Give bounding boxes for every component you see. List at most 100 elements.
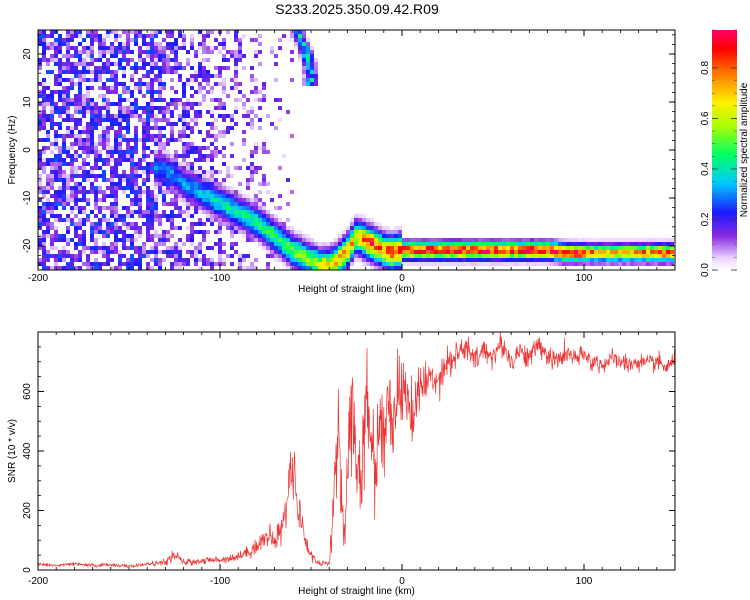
heatmap-cell <box>38 242 42 246</box>
heatmap-cell <box>54 138 58 142</box>
heatmap-cell <box>170 70 174 74</box>
heatmap-cell <box>210 98 214 102</box>
heatmap-cell <box>414 254 418 258</box>
heatmap-cell <box>278 246 282 250</box>
heatmap-cell <box>258 202 262 206</box>
heatmap-cell <box>198 250 202 254</box>
heatmap-cell <box>62 78 66 82</box>
heatmap-cell <box>230 198 234 202</box>
heatmap-cell <box>86 50 90 54</box>
heatmap-cell <box>90 62 94 66</box>
heatmap-cell <box>142 66 146 70</box>
heatmap-cell <box>58 174 62 178</box>
heatmap-cell <box>318 246 322 250</box>
heatmap-cell <box>146 74 150 78</box>
heatmap-cell <box>94 198 98 202</box>
heatmap-cell <box>66 90 70 94</box>
heatmap-cell <box>406 262 410 266</box>
heatmap-cell <box>110 158 114 162</box>
heatmap-cell <box>174 254 178 258</box>
heatmap-cell <box>170 154 174 158</box>
heatmap-cell <box>106 98 110 102</box>
heatmap-cell <box>250 110 254 114</box>
heatmap-cell <box>58 114 62 118</box>
heatmap-cell <box>214 38 218 42</box>
heatmap-cell <box>102 158 106 162</box>
heatmap-cell <box>66 250 70 254</box>
heatmap-cell <box>246 110 250 114</box>
heatmap-cell <box>38 34 42 38</box>
heatmap-cell <box>178 254 182 258</box>
heatmap-cell <box>146 122 150 126</box>
heatmap-cell <box>138 162 142 166</box>
heatmap-cell <box>154 154 158 158</box>
heatmap-cell <box>238 206 242 210</box>
heatmap-cell <box>230 174 234 178</box>
heatmap-cell <box>654 262 658 266</box>
heatmap-cell <box>106 178 110 182</box>
heatmap-cell <box>110 242 114 246</box>
heatmap-cell <box>146 46 150 50</box>
heatmap-cell <box>618 254 622 258</box>
heatmap-cell <box>230 226 234 230</box>
heatmap-cell <box>246 198 250 202</box>
heatmap-cell <box>234 58 238 62</box>
heatmap-cell <box>242 94 246 98</box>
heatmap-cell <box>362 262 366 266</box>
heatmap-cell <box>278 222 282 226</box>
heatmap-cell <box>110 174 114 178</box>
heatmap-cell <box>174 66 178 70</box>
heatmap-cell <box>54 170 58 174</box>
heatmap-cell <box>54 234 58 238</box>
heatmap-cell <box>494 238 498 242</box>
heatmap-cell <box>486 258 490 262</box>
heatmap-cell <box>426 246 430 250</box>
heatmap-cell <box>234 54 238 58</box>
heatmap-cell <box>234 86 238 90</box>
heatmap-cell <box>206 230 210 234</box>
heatmap-cell <box>470 242 474 246</box>
heatmap-cell <box>606 254 610 258</box>
heatmap-cell <box>38 154 42 158</box>
heatmap-cell <box>138 86 142 90</box>
heatmap-cell <box>94 162 98 166</box>
heatmap-cell <box>174 174 178 178</box>
heatmap-cell <box>118 154 122 158</box>
heatmap-cell <box>222 134 226 138</box>
heatmap-cell <box>394 246 398 250</box>
heatmap-cell <box>634 262 638 266</box>
heatmap-cell <box>66 242 70 246</box>
heatmap-cell <box>166 62 170 66</box>
heatmap-cell <box>102 126 106 130</box>
heatmap-cell <box>190 102 194 106</box>
heatmap-cell <box>70 194 74 198</box>
heatmap-cell <box>66 118 70 122</box>
heatmap-cell <box>174 250 178 254</box>
chart-title: S233.2025.350.09.42.R09 <box>275 1 439 17</box>
heatmap-cell <box>322 262 326 266</box>
heatmap-cell <box>186 250 190 254</box>
heatmap-cell <box>238 230 242 234</box>
heatmap-cell <box>314 266 318 270</box>
heatmap-cell <box>222 214 226 218</box>
heatmap-cell <box>110 78 114 82</box>
heatmap-cell <box>166 162 170 166</box>
heatmap-cell <box>294 230 298 234</box>
heatmap-cell <box>110 30 114 34</box>
heatmap-cell <box>162 54 166 58</box>
heatmap-cell <box>170 134 174 138</box>
heatmap-cell <box>214 134 218 138</box>
heatmap-cell <box>322 266 326 270</box>
heatmap-cell <box>166 178 170 182</box>
heatmap-cell <box>186 114 190 118</box>
heatmap-cell <box>622 262 626 266</box>
heatmap-cell <box>582 242 586 246</box>
heatmap-cell <box>286 234 290 238</box>
heatmap-cell <box>230 86 234 90</box>
heatmap-cell <box>314 258 318 262</box>
heatmap-cell <box>398 250 402 254</box>
heatmap-cell <box>246 234 250 238</box>
heatmap-cell <box>178 138 182 142</box>
heatmap-cell <box>562 238 566 242</box>
